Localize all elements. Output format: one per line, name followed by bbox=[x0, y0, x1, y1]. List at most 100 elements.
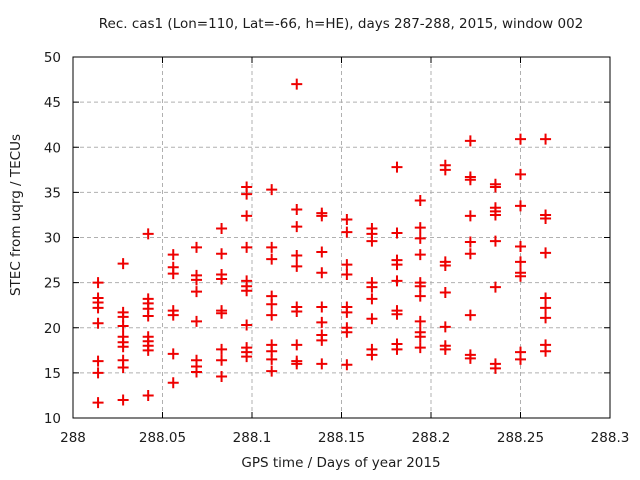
y-tick-label: 50 bbox=[44, 50, 61, 66]
data-points bbox=[92, 78, 552, 409]
data-point-marker bbox=[464, 174, 476, 186]
data-point-marker bbox=[515, 353, 526, 365]
data-point-marker bbox=[191, 241, 203, 253]
data-point-marker bbox=[291, 306, 303, 318]
y-tick-label: 20 bbox=[44, 321, 61, 337]
data-point-marker bbox=[366, 313, 378, 325]
data-point-marker bbox=[414, 342, 426, 354]
data-point-marker bbox=[216, 370, 228, 382]
data-point-marker bbox=[366, 281, 378, 293]
data-point-marker bbox=[266, 241, 278, 253]
data-point-marker bbox=[291, 358, 303, 370]
data-point-marker bbox=[92, 277, 104, 289]
data-point-marker bbox=[515, 270, 526, 282]
data-point-marker bbox=[414, 331, 426, 343]
data-point-marker bbox=[216, 354, 228, 366]
data-point-marker bbox=[464, 236, 476, 248]
data-point-marker bbox=[391, 161, 403, 173]
data-point-marker bbox=[414, 222, 426, 234]
data-point-marker bbox=[216, 248, 228, 260]
data-point-marker bbox=[191, 286, 203, 298]
data-point-marker bbox=[341, 259, 353, 271]
data-point-marker bbox=[489, 362, 501, 374]
data-point-marker bbox=[142, 310, 154, 322]
data-point-marker bbox=[515, 256, 526, 268]
y-tick-labels: 10 15 20 25 30 35 40 45 50 bbox=[44, 50, 61, 427]
data-point-marker bbox=[266, 298, 278, 310]
data-point-marker bbox=[117, 258, 129, 270]
data-point-marker bbox=[341, 306, 353, 318]
data-point-marker bbox=[266, 184, 278, 196]
y-axis-title: STEC from uqrg / TECUs bbox=[8, 134, 24, 296]
data-point-marker bbox=[117, 341, 129, 353]
data-point-marker bbox=[489, 209, 501, 221]
data-point-marker bbox=[291, 204, 303, 216]
data-point-marker bbox=[439, 287, 451, 299]
data-point-marker bbox=[316, 334, 328, 346]
data-point-marker bbox=[540, 345, 552, 357]
data-point-marker bbox=[241, 285, 253, 297]
data-point-marker bbox=[291, 78, 303, 90]
data-point-marker bbox=[167, 377, 179, 389]
data-point-marker bbox=[316, 301, 328, 313]
data-point-marker bbox=[464, 309, 476, 321]
data-point-marker bbox=[489, 235, 501, 247]
data-point-marker bbox=[391, 343, 403, 355]
data-point-marker bbox=[515, 168, 526, 180]
data-point-marker bbox=[167, 348, 179, 360]
data-point-marker bbox=[414, 194, 426, 206]
data-point-marker bbox=[216, 222, 228, 234]
data-point-marker bbox=[316, 358, 328, 370]
x-tick-label: 288.05 bbox=[139, 430, 186, 446]
data-point-marker bbox=[439, 343, 451, 355]
data-point-marker bbox=[92, 317, 104, 329]
data-point-marker bbox=[489, 281, 501, 293]
data-point-marker bbox=[266, 353, 278, 365]
data-point-marker bbox=[241, 351, 253, 363]
data-point-marker bbox=[341, 359, 353, 371]
data-point-marker bbox=[414, 290, 426, 302]
data-point-marker bbox=[92, 397, 104, 409]
data-point-marker bbox=[341, 326, 353, 338]
data-point-marker bbox=[316, 210, 328, 222]
data-point-marker bbox=[142, 389, 154, 401]
data-point-marker bbox=[414, 280, 426, 292]
data-point-marker bbox=[464, 135, 476, 147]
data-point-marker bbox=[366, 235, 378, 247]
x-tick-label: 288.3 bbox=[591, 430, 630, 446]
x-tick-label: 288 bbox=[60, 430, 86, 446]
x-tick-label: 288.25 bbox=[497, 430, 544, 446]
x-axis-title: GPS time / Days of year 2015 bbox=[241, 455, 440, 471]
axis-ticks bbox=[72, 56, 611, 419]
x-tick-labels: 288 288.05 288.1 288.15 288.2 288.25 288.3 bbox=[60, 430, 629, 446]
data-point-marker bbox=[464, 210, 476, 222]
data-point-marker bbox=[391, 259, 403, 271]
data-point-marker bbox=[167, 249, 179, 261]
data-point-marker bbox=[540, 302, 552, 314]
x-tick-label: 288.2 bbox=[412, 430, 451, 446]
data-point-marker bbox=[291, 260, 303, 272]
data-point-marker bbox=[464, 352, 476, 364]
data-point-marker bbox=[391, 308, 403, 320]
data-point-marker bbox=[142, 344, 154, 356]
data-point-marker bbox=[540, 133, 552, 145]
data-point-marker bbox=[366, 349, 378, 361]
data-point-marker bbox=[439, 321, 451, 333]
data-point-marker bbox=[341, 226, 353, 238]
data-point-marker bbox=[92, 355, 104, 367]
chart-title: Rec. cas1 (Lon=110, Lat=-66, h=HE), days… bbox=[99, 16, 584, 32]
data-point-marker bbox=[241, 188, 253, 200]
data-point-marker bbox=[92, 302, 104, 314]
data-point-marker bbox=[540, 292, 552, 304]
data-point-marker bbox=[117, 394, 129, 406]
y-tick-label: 15 bbox=[44, 366, 61, 382]
data-point-marker bbox=[191, 274, 203, 286]
y-tick-label: 25 bbox=[44, 276, 61, 292]
y-tick-label: 35 bbox=[44, 185, 61, 201]
y-tick-label: 45 bbox=[44, 95, 61, 111]
data-point-marker bbox=[464, 248, 476, 260]
data-point-marker bbox=[316, 267, 328, 279]
data-point-marker bbox=[167, 268, 179, 280]
